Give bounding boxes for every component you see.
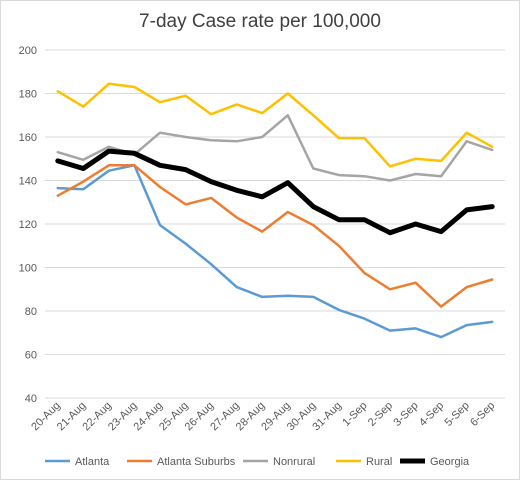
series-line-nonrural (56, 114, 494, 182)
y-tick-label: 100 (19, 263, 37, 275)
legend-label: Atlanta Suburbs (157, 456, 236, 468)
series-lines (55, 82, 495, 339)
y-tick-label: 80 (25, 306, 37, 318)
chart-title: 7-day Case rate per 100,000 (139, 11, 381, 32)
y-tick-label: 140 (19, 176, 37, 188)
y-tick-label: 60 (25, 350, 37, 362)
y-tick-label: 160 (19, 132, 37, 144)
y-axis-ticks: 40 60 80 100 120 140 160 180 200 (19, 45, 37, 405)
gridlines (45, 49, 505, 355)
y-tick-label: 200 (19, 45, 37, 57)
y-tick-label: 180 (19, 89, 37, 101)
x-tick-label: 1-Sep (340, 400, 369, 429)
x-tick-label: 6-Sep (468, 400, 497, 429)
x-tick-label: 4-Sep (417, 400, 446, 429)
y-tick-label: 40 (25, 393, 37, 405)
legend-label: Rural (366, 456, 392, 468)
legend-label: Nonrural (273, 456, 315, 468)
x-tick-label: 5-Sep (443, 400, 472, 429)
x-tick-label: 31-Aug (310, 400, 344, 434)
legend: Atlanta Atlanta Suburbs Nonrural Rural Georg… (45, 456, 470, 468)
x-tick-label: 3-Sep (391, 400, 420, 429)
series-line-georgia (55, 148, 495, 236)
y-tick-label: 120 (19, 219, 37, 231)
x-axis-ticks: 20-Aug21-Aug22-Aug23-Aug24-Aug25-Aug26-A… (29, 400, 497, 434)
x-tick-label: 2-Sep (366, 400, 395, 429)
series-line-atlanta-suburbs (56, 164, 494, 308)
legend-label: Atlanta (75, 456, 110, 468)
legend-label: Georgia (430, 456, 470, 468)
series-line-rural (56, 82, 494, 168)
